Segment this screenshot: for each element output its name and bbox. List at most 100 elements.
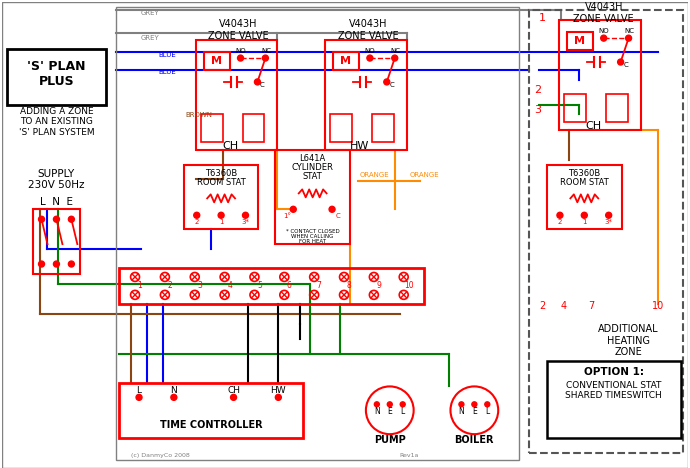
Circle shape (68, 261, 75, 267)
Text: NC: NC (391, 48, 401, 54)
Text: T6360B: T6360B (205, 169, 237, 178)
Text: 3*: 3* (241, 219, 250, 225)
Bar (325, 40, 406, 150)
Circle shape (53, 261, 59, 267)
Circle shape (53, 216, 59, 222)
Text: 4: 4 (561, 301, 567, 311)
Text: HW: HW (270, 386, 286, 395)
Text: CH: CH (586, 121, 602, 131)
Text: CYLINDER: CYLINDER (292, 163, 333, 172)
Circle shape (400, 402, 405, 407)
Bar (204, 52, 230, 70)
Text: NO: NO (364, 48, 375, 54)
Bar (333, 52, 359, 70)
Text: L: L (485, 407, 489, 416)
Text: (c) DanmyCo 2008: (c) DanmyCo 2008 (131, 453, 190, 458)
Circle shape (39, 261, 44, 267)
Text: CONVENTIONAL STAT
SHARED TIMESWITCH: CONVENTIONAL STAT SHARED TIMESWITCH (565, 380, 662, 400)
Text: C: C (260, 82, 265, 88)
Circle shape (242, 212, 248, 218)
Circle shape (171, 395, 177, 400)
Text: 'S' PLAN
PLUS: 'S' PLAN PLUS (27, 60, 86, 88)
Circle shape (218, 212, 224, 218)
Text: OPTION 1:: OPTION 1: (584, 367, 644, 378)
Bar (201, 114, 223, 142)
Text: 2: 2 (534, 85, 541, 95)
Circle shape (387, 402, 392, 407)
Text: STAT: STAT (303, 172, 322, 181)
Text: C: C (389, 82, 394, 88)
Circle shape (136, 395, 142, 400)
Text: 2: 2 (168, 281, 172, 291)
Text: 1: 1 (539, 13, 546, 23)
Text: GREY: GREY (141, 35, 160, 41)
Bar (547, 360, 681, 438)
Text: M: M (574, 36, 585, 46)
Text: M: M (340, 56, 351, 66)
Circle shape (367, 55, 373, 61)
Text: 4: 4 (227, 281, 232, 291)
Text: ADDITIONAL
HEATING
ZONE: ADDITIONAL HEATING ZONE (598, 324, 659, 357)
Bar (119, 268, 424, 304)
Circle shape (275, 395, 282, 400)
Text: 6: 6 (287, 281, 292, 291)
Text: E: E (387, 407, 392, 416)
Bar (547, 165, 622, 229)
Text: C: C (335, 213, 340, 219)
Text: WHEN CALLING: WHEN CALLING (291, 234, 334, 239)
Text: 8: 8 (346, 281, 351, 291)
Bar (567, 32, 593, 50)
Text: NC: NC (624, 28, 635, 34)
Text: V4043H
ZONE VALVE: V4043H ZONE VALVE (573, 2, 634, 24)
Text: HW: HW (351, 140, 370, 151)
Text: NO: NO (235, 48, 246, 54)
Text: N: N (170, 386, 177, 395)
Bar (330, 114, 352, 142)
Circle shape (39, 216, 44, 222)
Circle shape (375, 402, 380, 407)
Bar (242, 114, 264, 142)
Text: V4043H
ZONE VALVE: V4043H ZONE VALVE (208, 19, 269, 41)
Text: 1°: 1° (284, 213, 291, 219)
Text: SUPPLY
230V 50Hz: SUPPLY 230V 50Hz (28, 168, 85, 190)
Circle shape (384, 79, 390, 85)
Bar (559, 20, 640, 130)
Text: 1: 1 (219, 219, 224, 225)
Circle shape (237, 55, 244, 61)
Text: ROOM STAT: ROOM STAT (197, 178, 246, 187)
Bar (116, 7, 519, 460)
Text: V4043H
ZONE VALVE: V4043H ZONE VALVE (337, 19, 398, 41)
Text: N: N (374, 407, 380, 416)
Circle shape (329, 206, 335, 212)
Text: NC: NC (262, 48, 271, 54)
Text: L: L (137, 386, 141, 395)
Circle shape (392, 55, 397, 61)
Circle shape (581, 212, 587, 218)
Text: 10: 10 (404, 281, 413, 291)
Bar (196, 40, 277, 150)
Text: ORANGE: ORANGE (410, 173, 440, 178)
Text: 7: 7 (589, 301, 595, 311)
Text: PUMP: PUMP (374, 435, 406, 445)
Text: ADDING A ZONE
TO AN EXISTING
'S' PLAN SYSTEM: ADDING A ZONE TO AN EXISTING 'S' PLAN SY… (19, 107, 95, 137)
Circle shape (262, 55, 268, 61)
Text: BLUE: BLUE (158, 52, 176, 58)
Text: 2: 2 (539, 301, 545, 311)
Text: L  N  E: L N E (40, 197, 73, 207)
Circle shape (459, 402, 464, 407)
Text: BROWN: BROWN (186, 112, 213, 118)
Text: 3: 3 (534, 105, 541, 115)
Text: N: N (459, 407, 464, 416)
Circle shape (230, 395, 237, 400)
Text: BOILER: BOILER (455, 435, 494, 445)
Text: Rev1a: Rev1a (400, 453, 419, 458)
Text: 1: 1 (137, 281, 142, 291)
Text: L: L (401, 407, 405, 416)
Text: 7: 7 (317, 281, 322, 291)
Bar (184, 165, 259, 229)
Bar (529, 10, 683, 453)
Circle shape (485, 402, 490, 407)
Circle shape (255, 79, 260, 85)
Text: C: C (623, 62, 628, 68)
Text: ROOM STAT: ROOM STAT (560, 178, 609, 187)
